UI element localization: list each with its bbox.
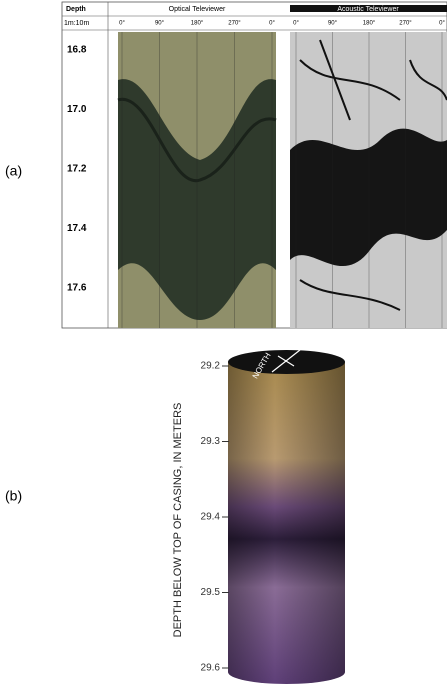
azimuth-label: 270° — [399, 21, 412, 27]
azimuth-label: 0° — [439, 21, 445, 27]
depth-tick-label: 29.3 — [201, 436, 221, 447]
optical-title: Optical Televiewer — [169, 6, 226, 13]
depth-tick-label: 29.4 — [201, 512, 221, 523]
azimuth-label: 0° — [293, 21, 299, 27]
azimuth-label: 90° — [328, 21, 338, 27]
azimuth-label: 180° — [363, 21, 376, 27]
panel-label: (a) — [5, 163, 22, 179]
televiewer-panel — [62, 2, 447, 328]
core-shading — [228, 362, 345, 684]
azimuth-label: 0° — [269, 21, 275, 27]
depth-tick-label: 29.2 — [201, 361, 221, 372]
figure: (a) Depth 1m:10m Optical Televiewer Acou… — [0, 0, 447, 687]
azimuth-label: 0° — [119, 21, 125, 27]
azimuth-label: 90° — [155, 21, 165, 27]
axis-label: DEPTH BELOW TOP OF CASING, IN METERS — [172, 403, 184, 638]
depth-header: Depth — [66, 6, 86, 13]
panel-label: (b) — [5, 488, 22, 504]
scale-label: 1m:10m — [64, 20, 89, 27]
depth-label: 17.0 — [67, 104, 87, 115]
depth-label: 17.6 — [67, 283, 87, 294]
depth-label: 17.4 — [67, 223, 87, 234]
depth-label: 16.8 — [67, 45, 87, 56]
azimuth-label: 180° — [191, 21, 204, 27]
depth-label: 17.2 — [67, 164, 87, 175]
acoustic-title: Acoustic Televiewer — [337, 6, 399, 13]
depth-tick-label: 29.6 — [201, 663, 221, 674]
core-cylinder — [228, 350, 345, 684]
depth-tick-label: 29.5 — [201, 587, 221, 598]
azimuth-label: 270° — [228, 21, 241, 27]
